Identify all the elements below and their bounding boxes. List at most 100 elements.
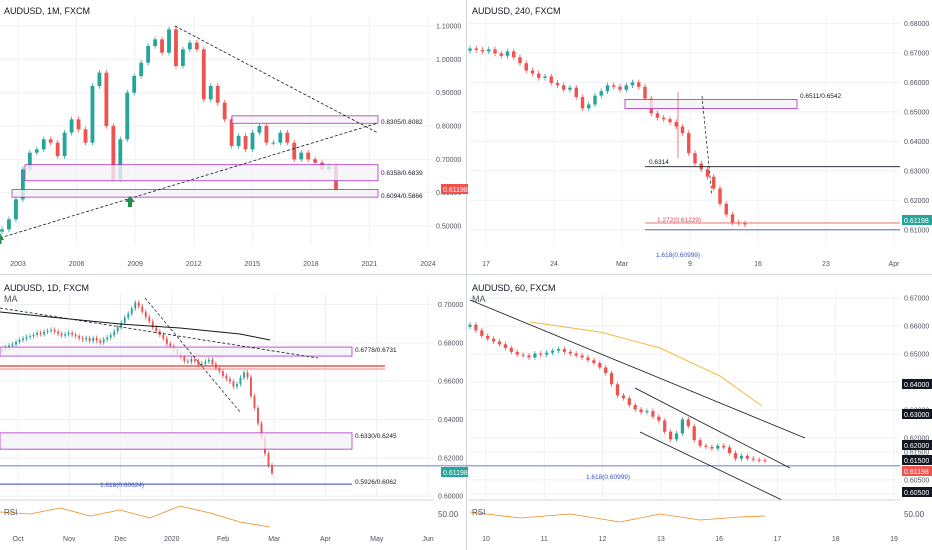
moving-average-line — [529, 321, 763, 407]
y-tick-tl-0: 1.10000 — [436, 24, 461, 31]
candle-br-9 — [521, 354, 525, 356]
candle-br-15 — [556, 349, 561, 351]
candle-tl-24 — [167, 29, 171, 53]
candle-br-44 — [727, 447, 732, 454]
candle-br-27 — [627, 398, 631, 405]
candle-bl-74 — [260, 423, 263, 438]
candle-tl-4 — [27, 152, 32, 170]
candle-br-23 — [604, 367, 608, 374]
x-tick-bl-7: May — [370, 536, 384, 543]
candle-tl-9 — [62, 132, 67, 156]
candle-br-5 — [497, 341, 502, 345]
y-tick-tl-2: 0.90000 — [436, 90, 461, 97]
svg-text:0.61198: 0.61198 — [443, 470, 468, 477]
candle-tl-20 — [139, 62, 144, 76]
candle-tl-16 — [111, 126, 116, 180]
candle-tl-1 — [7, 219, 11, 230]
candle-br-12 — [539, 353, 543, 355]
candle-tr-19 — [587, 104, 591, 109]
candle-br-29 — [639, 409, 643, 413]
candle-bl-6 — [22, 338, 25, 340]
candle-tl-27 — [187, 42, 192, 50]
candle-bl-46 — [162, 334, 165, 339]
candle-br-2 — [480, 330, 484, 336]
x-tick-tl-7: 2024 — [420, 261, 436, 268]
candle-br-10 — [527, 355, 531, 358]
candle-tr-34 — [680, 126, 685, 134]
resistance-trendline — [174, 25, 379, 134]
candle-bl-67 — [235, 384, 238, 387]
candle-bl-15 — [53, 329, 56, 332]
level-badge-br-0.64000: 0.64000 — [902, 379, 932, 389]
candle-bl-36 — [127, 313, 130, 318]
x-tick-tr-6: Apr — [889, 261, 901, 268]
y-tick-bl-0: 0.70000 — [438, 302, 463, 309]
candle-tr-16 — [568, 87, 572, 90]
chart-panel-60[interactable]: 0.67000 0.66000 0.65000 0.64000 0.63000 0.620… — [0, 294, 929, 543]
y-tick-tr-3: 0.65000 — [904, 109, 929, 116]
candle-bl-23 — [81, 338, 84, 340]
ma-label-60: MA — [472, 294, 486, 304]
candle-br-37 — [686, 419, 690, 427]
candle-tr-35 — [687, 133, 691, 154]
candle-bl-54 — [190, 359, 193, 362]
candle-br-11 — [533, 353, 537, 358]
chart-title-daily: AUDUSD, 1D, FXCM — [4, 283, 89, 293]
x-tick-bl-2: Dec — [114, 536, 127, 543]
rsi-label-daily: RSI — [4, 508, 17, 517]
svg-text:0.61198: 0.61198 — [904, 469, 929, 476]
candle-tl-3 — [20, 169, 25, 200]
candle-bl-37 — [130, 308, 133, 314]
candle-bl-28 — [99, 340, 102, 343]
y-tick-tl-6: 0.50000 — [436, 224, 461, 231]
rsi-value-60: 50.00 — [904, 510, 925, 519]
rsi-value-daily: 50.00 — [438, 510, 459, 519]
candle-tr-6 — [505, 51, 510, 56]
candle-tr-5 — [499, 53, 503, 56]
candle-bl-42 — [148, 316, 151, 322]
candle-tl-31 — [215, 86, 220, 103]
candle-bl-48 — [169, 343, 172, 347]
candle-br-46 — [739, 455, 744, 459]
candle-tr-10 — [530, 70, 535, 74]
fib-label-tr-1618: 1.618(0.60999) — [656, 252, 700, 259]
candle-tl-23 — [160, 39, 164, 53]
last-price-badge-240: 0.61198 — [902, 215, 932, 225]
zone-tr-0 — [624, 99, 798, 109]
candle-bl-38 — [134, 302, 137, 309]
zone-label-2: 0.6094/0.5866 — [381, 193, 423, 200]
candle-br-39 — [698, 440, 702, 446]
x-tick-tl-1: 2006 — [69, 261, 85, 268]
zone-bl-1 — [0, 432, 353, 450]
candle-bl-34 — [120, 322, 123, 328]
candle-bl-56 — [197, 361, 200, 365]
candle-br-32 — [657, 416, 661, 421]
candle-tl-14 — [97, 72, 102, 86]
candle-tl-18 — [125, 92, 130, 140]
candle-bl-58 — [204, 361, 207, 364]
candle-br-3 — [486, 335, 490, 339]
candle-bl-70 — [246, 372, 249, 378]
candle-bl-32 — [113, 331, 116, 336]
candle-br-35 — [674, 433, 679, 440]
support-trendline — [0, 122, 379, 239]
x-tick-bl-8: Jun — [422, 536, 433, 543]
fib-label-bl: 1.618(0.60624) — [100, 482, 144, 489]
candle-tr-12 — [543, 76, 547, 78]
chart-panel-daily[interactable]: 0.70000 0.68000 0.66000 0.64000 0.62000 0.600… — [0, 294, 463, 543]
candle-br-28 — [633, 404, 637, 410]
x-tick-bl-1: Nov — [63, 536, 76, 543]
candle-bl-64 — [225, 375, 228, 379]
x-tick-br-1: 11 — [541, 536, 548, 543]
zone-tl-2 — [11, 189, 379, 198]
resistance-trendline — [0, 307, 319, 359]
candle-br-6 — [503, 344, 508, 348]
channel-lower-line — [639, 431, 783, 501]
chart-panel-monthly[interactable]: 1.100001.000000.900000.800000.700000.600… — [0, 16, 461, 268]
candle-bl-43 — [151, 321, 154, 328]
channel-upper-line — [469, 299, 806, 439]
candle-bl-30 — [106, 337, 109, 340]
x-tick-tr-4: 16 — [754, 261, 762, 268]
x-tick-bl-6: Apr — [320, 536, 332, 543]
chart-panel-240[interactable]: 0.68000 0.67000 0.66000 0.65000 0.64000 0.630… — [468, 16, 929, 268]
